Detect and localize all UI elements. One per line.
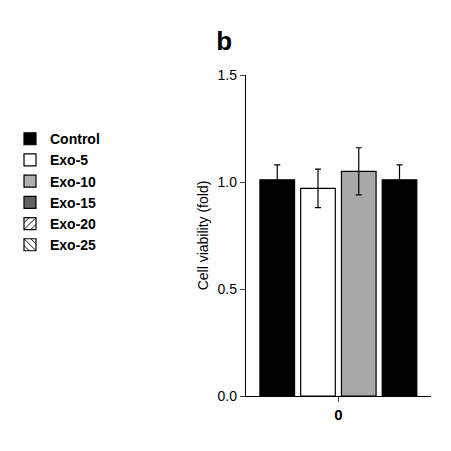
svg-text:b: b [216,26,232,56]
svg-text:Exo-5: Exo-5 [50,152,88,168]
svg-text:Exo-10: Exo-10 [50,174,96,190]
svg-text:0.5: 0.5 [217,281,237,297]
svg-text:Exo-20: Exo-20 [50,216,96,232]
svg-text:0.0: 0.0 [217,388,237,404]
svg-text:Control: Control [50,131,100,147]
svg-text:Exo-25: Exo-25 [50,237,96,253]
svg-text:1.0: 1.0 [217,174,237,190]
svg-text:0: 0 [334,406,342,423]
svg-text:Exo-15: Exo-15 [50,195,96,211]
svg-text:1.5: 1.5 [217,67,237,83]
svg-text:Cell viability (fold): Cell viability (fold) [195,181,211,291]
